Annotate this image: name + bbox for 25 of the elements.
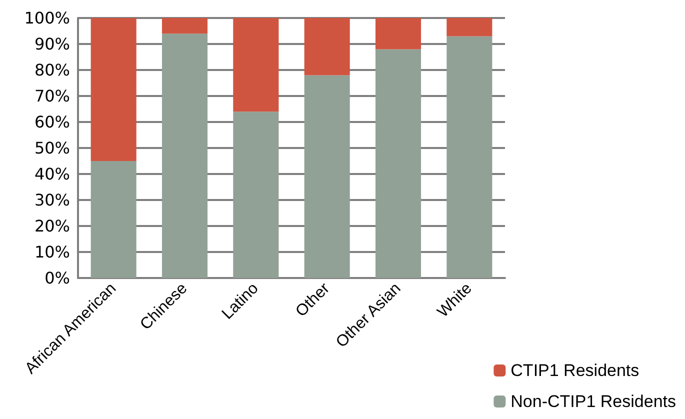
bar: [304, 75, 350, 278]
bar: [446, 36, 492, 278]
bar: [446, 18, 492, 36]
bar: [162, 18, 208, 34]
y-tick-label: 100%: [24, 8, 70, 28]
bar: [90, 161, 136, 278]
y-tick-label: 80%: [34, 60, 70, 80]
bar: [304, 18, 350, 76]
bar: [375, 49, 422, 278]
y-tick-label: 40%: [34, 164, 70, 184]
y-tick-label: 0%: [44, 268, 70, 288]
bar: [90, 18, 136, 161]
bar: [162, 34, 208, 278]
y-tick-label: 20%: [34, 216, 70, 236]
y-tick-label: 30%: [34, 190, 70, 210]
bar: [233, 112, 279, 278]
legend-label: Non-CTIP1 Residents: [510, 392, 676, 411]
y-tick-label: 50%: [34, 138, 70, 158]
y-tick-label: 90%: [34, 34, 70, 54]
bar: [233, 18, 279, 112]
y-tick-label: 60%: [34, 112, 70, 132]
bar: [375, 18, 422, 50]
y-tick-label: 10%: [34, 242, 70, 262]
legend-label: CTIP1 Residents: [510, 361, 640, 380]
y-tick-label: 70%: [34, 86, 70, 106]
